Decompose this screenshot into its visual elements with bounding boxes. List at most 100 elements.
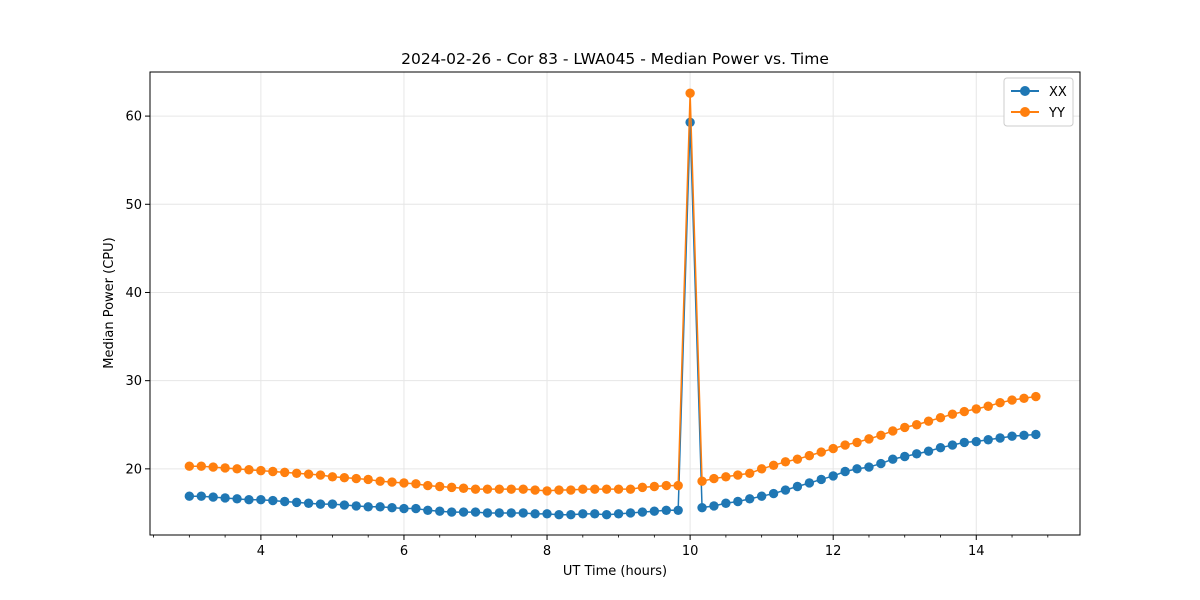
y-tick-label: 60 — [125, 110, 142, 125]
data-point — [315, 470, 326, 480]
data-point — [268, 495, 278, 506]
data-point — [494, 484, 505, 494]
data-point — [554, 510, 564, 520]
data-point — [780, 485, 791, 495]
data-point — [745, 468, 755, 478]
data-point — [864, 434, 874, 444]
data-point — [697, 502, 707, 513]
legend-label-yy: YY — [1048, 106, 1065, 121]
data-point — [637, 482, 648, 493]
data-point — [506, 484, 516, 494]
data-point — [828, 471, 838, 481]
data-point — [458, 507, 469, 517]
data-point — [852, 464, 862, 474]
data-point — [971, 436, 981, 447]
series-group — [184, 88, 1041, 520]
data-point — [983, 435, 993, 445]
data-point — [208, 492, 218, 502]
data-point — [411, 503, 421, 514]
data-point — [673, 505, 683, 516]
data-point — [256, 465, 266, 476]
data-point — [1031, 429, 1041, 440]
data-point — [649, 481, 660, 492]
y-axis-label: Median Power (CPU) — [102, 237, 117, 368]
data-point — [685, 117, 695, 127]
data-point — [601, 484, 612, 494]
data-point — [625, 484, 636, 494]
data-point — [375, 502, 385, 512]
data-point — [387, 502, 397, 513]
data-point — [339, 472, 350, 483]
legend: XX YY — [1003, 77, 1074, 127]
series-xx — [184, 117, 1041, 520]
data-point — [590, 484, 600, 494]
data-point — [494, 508, 505, 518]
data-point — [351, 501, 361, 511]
data-point — [947, 409, 958, 419]
data-point — [697, 476, 707, 486]
data-point — [220, 493, 230, 503]
data-point — [792, 454, 803, 464]
data-point — [196, 461, 206, 471]
data-point — [756, 491, 767, 501]
data-point — [482, 484, 493, 494]
data-point — [745, 494, 755, 504]
data-point — [303, 498, 314, 508]
data-point — [1019, 393, 1029, 403]
data-point — [935, 442, 946, 453]
data-point — [876, 458, 886, 469]
data-point — [959, 406, 970, 417]
data-point — [423, 480, 433, 491]
series-yy — [184, 88, 1041, 496]
data-point — [804, 450, 815, 461]
x-tick-label: 8 — [543, 544, 551, 559]
data-point — [911, 449, 922, 459]
data-point — [435, 481, 445, 492]
data-point — [518, 484, 528, 494]
data-point — [768, 460, 779, 471]
data-point — [542, 486, 552, 496]
data-point — [446, 507, 457, 517]
data-point — [780, 457, 791, 467]
data-point — [542, 509, 552, 519]
data-point — [280, 496, 290, 507]
data-point — [184, 461, 195, 471]
data-point — [733, 496, 743, 507]
data-point — [256, 495, 266, 505]
legend-label-xx: XX — [1049, 85, 1067, 100]
data-point — [888, 454, 898, 464]
data-point — [792, 481, 803, 492]
data-point — [923, 416, 934, 426]
legend-marker-yy — [1020, 107, 1030, 117]
data-point — [244, 465, 254, 475]
data-point — [399, 478, 409, 488]
legend-marker-xx — [1020, 86, 1030, 96]
data-point — [196, 491, 206, 501]
data-point — [900, 422, 910, 433]
data-point — [613, 484, 624, 494]
data-point — [864, 462, 874, 472]
data-point — [971, 404, 981, 414]
data-point — [291, 497, 302, 508]
data-point — [327, 499, 338, 509]
data-point — [232, 464, 242, 474]
data-point — [590, 509, 600, 519]
x-tick-label: 6 — [400, 544, 408, 559]
data-point — [387, 477, 397, 487]
data-point — [375, 476, 385, 486]
data-point — [435, 506, 445, 516]
x-tick-label: 12 — [825, 544, 842, 559]
data-point — [661, 480, 671, 491]
data-point — [208, 462, 218, 472]
data-point — [470, 484, 481, 494]
grid — [150, 72, 1080, 535]
data-point — [995, 433, 1005, 443]
data-point — [506, 508, 516, 518]
data-point — [804, 478, 815, 488]
x-tick-label: 4 — [257, 544, 265, 559]
data-point — [578, 509, 588, 519]
y-tick-label: 40 — [125, 286, 142, 301]
data-point — [411, 479, 421, 489]
data-point — [733, 470, 743, 480]
data-point — [423, 505, 433, 516]
